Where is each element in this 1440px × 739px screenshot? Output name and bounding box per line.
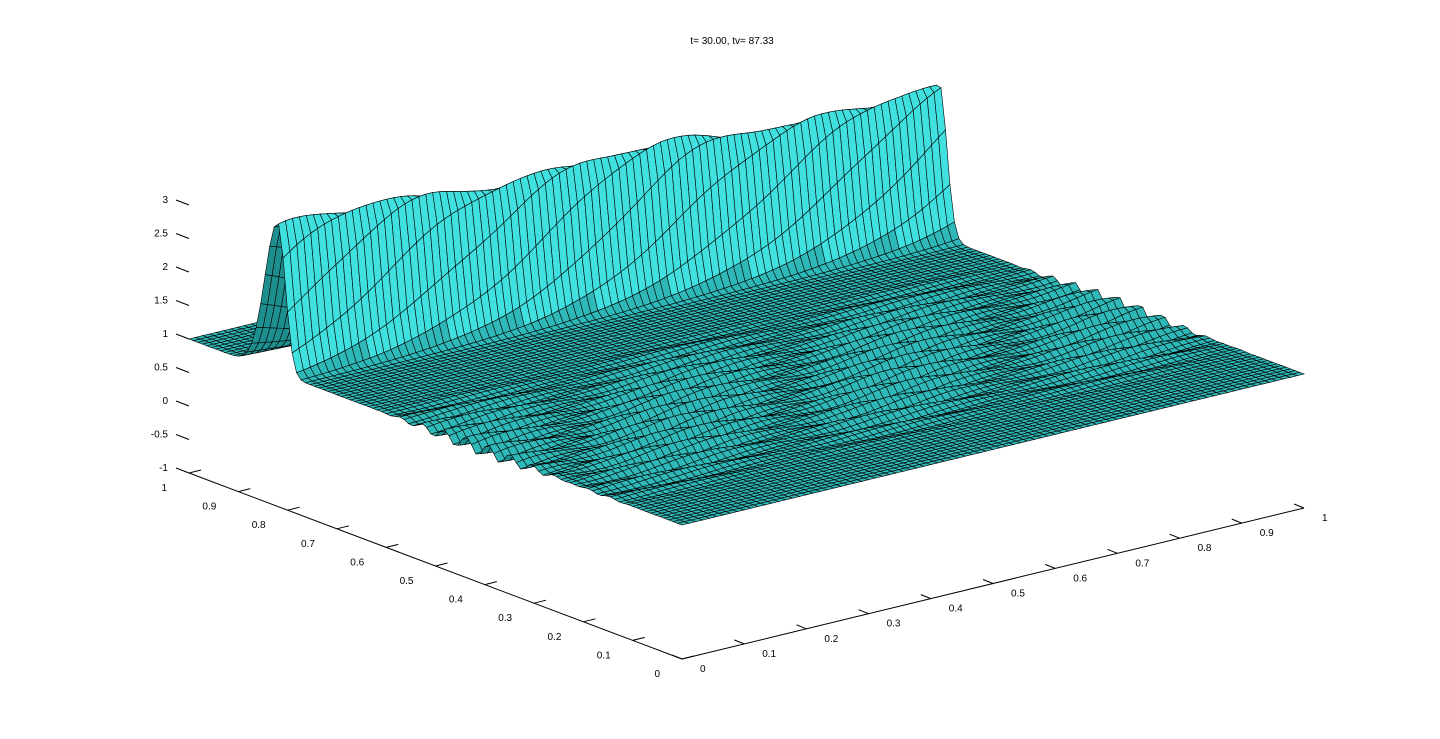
surface-mesh [187,84,1306,526]
plot-title: t= 30.00, tv= 87.33 [690,36,774,47]
